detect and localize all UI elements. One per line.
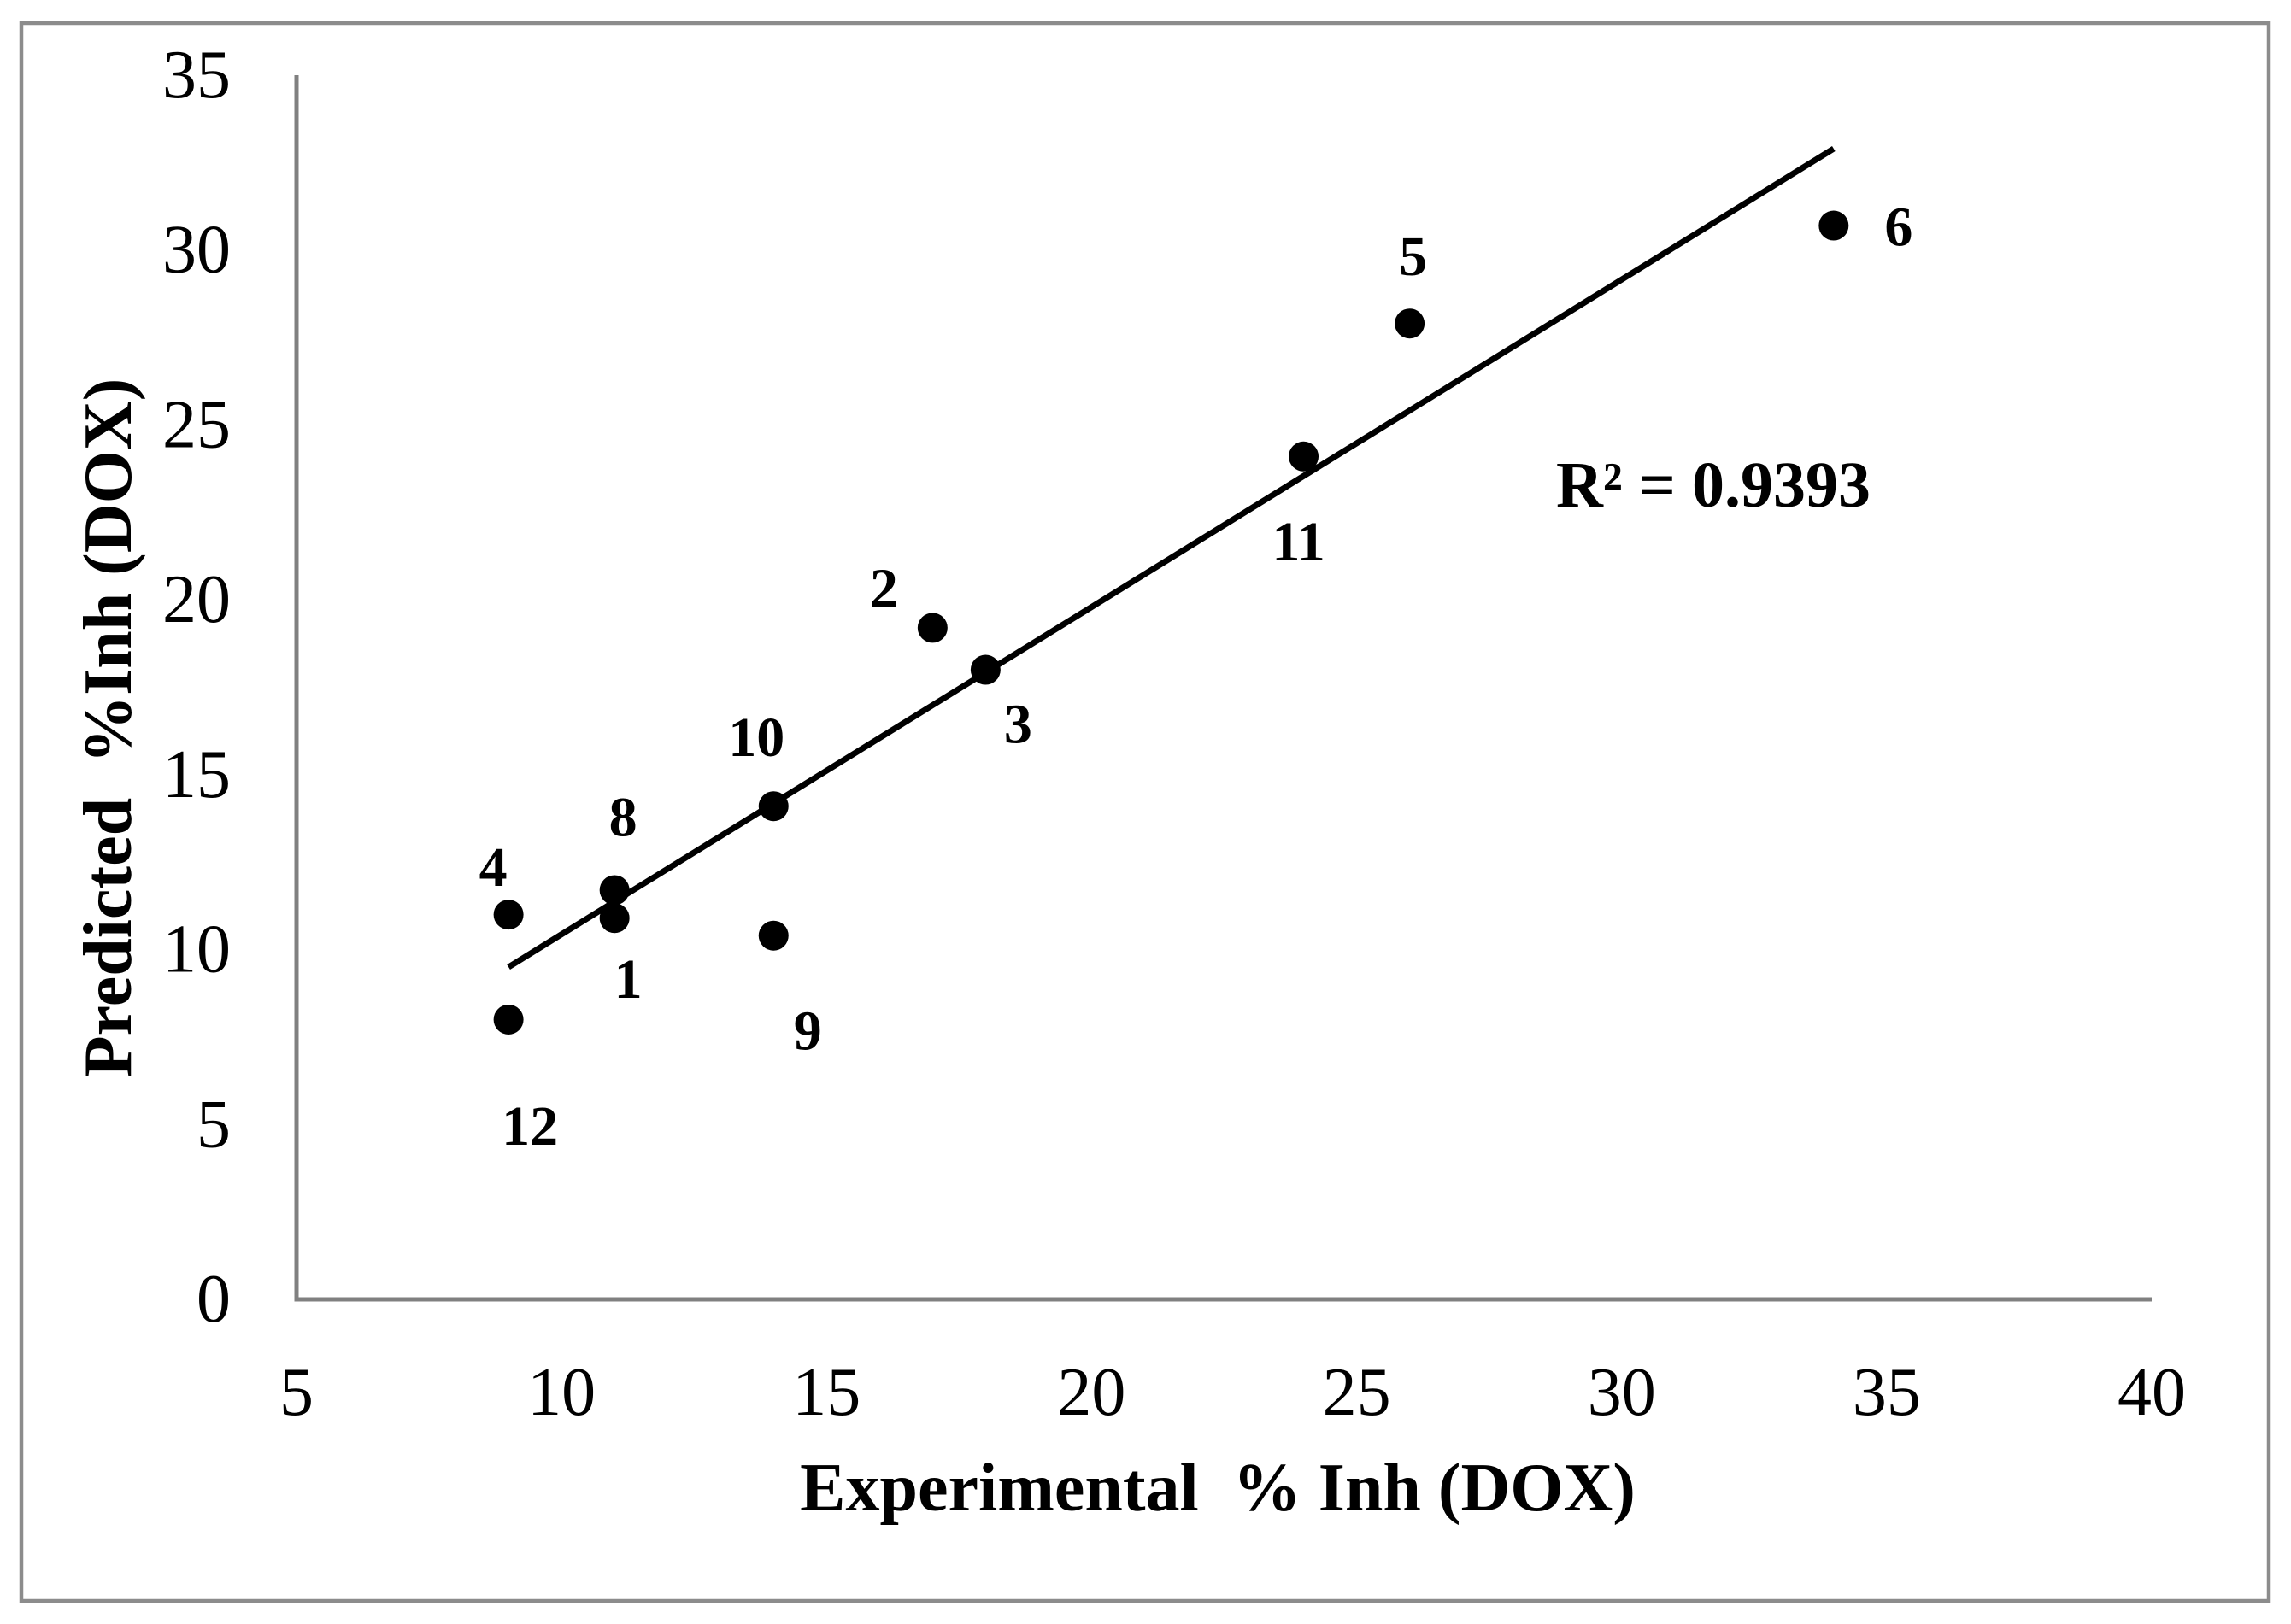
y-tick-label: 25 bbox=[162, 387, 231, 462]
data-point bbox=[1395, 308, 1425, 339]
data-point bbox=[970, 654, 1001, 685]
x-tick-label: 20 bbox=[1057, 1355, 1125, 1430]
data-point bbox=[758, 791, 789, 822]
y-axis-tick-labels: 0 5 10 15 20 25 30 35 bbox=[162, 38, 231, 1337]
y-tick-label: 35 bbox=[162, 38, 231, 113]
y-tick-label: 30 bbox=[162, 213, 231, 288]
figure-border bbox=[19, 21, 2271, 1603]
data-point bbox=[1818, 210, 1849, 241]
y-tick-label: 5 bbox=[197, 1087, 231, 1162]
data-point bbox=[917, 613, 948, 643]
data-point-label: 6 bbox=[1884, 196, 1912, 259]
data-points bbox=[493, 210, 1849, 1035]
axis-lines bbox=[294, 75, 2152, 1302]
data-point bbox=[599, 875, 630, 906]
data-point-label: 4 bbox=[479, 836, 508, 899]
x-tick-label: 25 bbox=[1323, 1355, 1391, 1430]
x-axis-tick-labels: 5 10 15 20 25 30 35 40 bbox=[279, 1355, 2186, 1430]
data-point-label: 11 bbox=[1272, 511, 1325, 573]
data-point-label: 1 bbox=[614, 948, 643, 1011]
x-tick-label: 15 bbox=[792, 1355, 861, 1430]
data-point bbox=[1289, 441, 1319, 472]
data-point-label: 10 bbox=[728, 706, 784, 769]
y-tick-label: 20 bbox=[162, 562, 231, 637]
y-tick-label: 0 bbox=[197, 1262, 231, 1337]
y-tick-label: 10 bbox=[162, 912, 231, 988]
data-point bbox=[758, 920, 789, 951]
y-tick-label: 15 bbox=[162, 737, 231, 812]
x-tick-label: 10 bbox=[527, 1355, 596, 1430]
data-point-label: 12 bbox=[502, 1095, 558, 1158]
data-point bbox=[493, 900, 524, 930]
trendline bbox=[507, 146, 1836, 970]
x-tick-label: 40 bbox=[2118, 1355, 2186, 1430]
x-tick-label: 35 bbox=[1853, 1355, 1921, 1430]
data-point-label: 2 bbox=[870, 557, 898, 619]
data-point-label: 9 bbox=[794, 1000, 822, 1063]
y-axis-title: Predicted %Inh (DOX) bbox=[71, 378, 146, 1077]
data-point bbox=[599, 903, 630, 934]
x-axis-title: Experimental % Inh (DOX) bbox=[800, 1451, 1636, 1526]
data-point-label: 5 bbox=[1399, 226, 1427, 288]
x-tick-label: 30 bbox=[1588, 1355, 1656, 1430]
data-point-label: 8 bbox=[609, 786, 637, 848]
r-squared-annotation: R² = 0.9393 bbox=[1556, 449, 1871, 521]
x-tick-label: 5 bbox=[279, 1355, 314, 1430]
data-point bbox=[493, 1004, 524, 1035]
data-point-label: 3 bbox=[1004, 694, 1032, 756]
